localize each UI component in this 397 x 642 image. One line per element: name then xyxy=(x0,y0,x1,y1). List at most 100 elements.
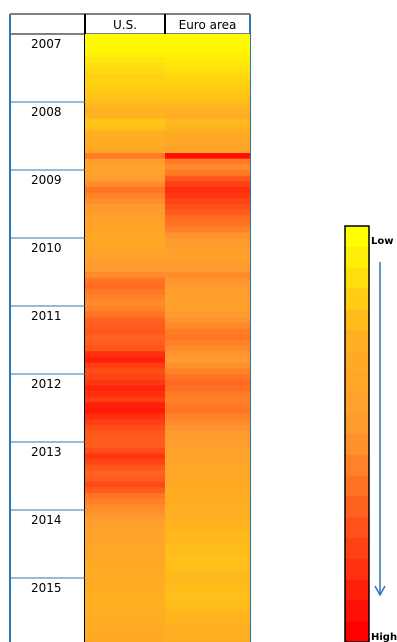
heatmap-cell xyxy=(85,215,165,222)
heatmap-cell xyxy=(165,442,250,449)
heatmap-cell xyxy=(165,453,250,460)
legend-swatch xyxy=(345,579,369,601)
year-label: 2014 xyxy=(31,513,62,527)
heatmap-cell xyxy=(165,385,250,392)
heatmap-cell xyxy=(85,170,165,177)
legend-swatch xyxy=(345,330,369,352)
heatmap-cell xyxy=(85,391,165,398)
heatmap-cell xyxy=(165,328,250,335)
heatmap-cell xyxy=(85,538,165,545)
heatmap-cell xyxy=(165,362,250,369)
heatmap-cell xyxy=(85,192,165,199)
heatmap-cell xyxy=(165,323,250,330)
heatmap-cell xyxy=(165,266,250,273)
heatmap-cell xyxy=(165,459,250,466)
heatmap-cell xyxy=(165,583,250,590)
heatmap-cell xyxy=(85,606,165,613)
heatmap-cell xyxy=(85,374,165,381)
heatmap-cell xyxy=(165,612,250,619)
heatmap-cell xyxy=(85,493,165,500)
heatmap-cell xyxy=(165,504,250,511)
heatmap-cell xyxy=(85,130,165,137)
heatmap-cell xyxy=(85,249,165,256)
year-label: 2012 xyxy=(31,377,62,391)
legend-swatch xyxy=(345,434,369,456)
heatmap-cell xyxy=(165,436,250,443)
heatmap-cell xyxy=(85,96,165,103)
legend-swatch xyxy=(345,413,369,435)
heatmap-cell xyxy=(85,447,165,454)
legend-swatch xyxy=(345,371,369,393)
heatmap-cell xyxy=(165,153,250,160)
heatmap-cell xyxy=(85,453,165,460)
legend-swatch xyxy=(345,558,369,581)
heatmap-cell xyxy=(165,374,250,381)
heatmap-cell xyxy=(85,328,165,335)
heatmap-cell xyxy=(165,306,250,313)
heatmap-cell xyxy=(165,277,250,284)
heatmap-cell xyxy=(165,255,250,262)
heatmap-cell xyxy=(165,90,250,97)
heatmap-cell xyxy=(165,595,250,602)
legend-swatch xyxy=(345,475,369,497)
heatmap-cell xyxy=(165,232,250,239)
legend-swatch xyxy=(345,454,369,477)
heatmap-cell xyxy=(165,317,250,324)
heatmap-cell xyxy=(165,419,250,426)
heatmap-cell xyxy=(85,317,165,324)
heatmap-cell xyxy=(165,243,250,250)
heatmap-cell xyxy=(165,294,250,301)
heatmap-cell xyxy=(85,640,165,642)
heatmap-cell xyxy=(85,79,165,86)
heatmap-cell xyxy=(85,260,165,267)
heatmap-cell xyxy=(165,340,250,347)
heatmap-cell xyxy=(165,226,250,233)
column-header: Euro area xyxy=(179,18,237,32)
legend-swatch xyxy=(345,309,369,331)
heatmap-cell xyxy=(85,39,165,46)
heatmap-cell xyxy=(165,334,250,341)
heatmap-cell xyxy=(85,549,165,556)
heatmap-cells xyxy=(85,34,250,642)
heatmap-cell xyxy=(85,555,165,562)
heatmap-cell xyxy=(85,311,165,318)
heatmap-cell xyxy=(165,181,250,188)
heatmap-cell xyxy=(85,283,165,290)
heatmap-cell xyxy=(165,476,250,483)
heatmap-cell xyxy=(85,323,165,330)
heatmap-cell xyxy=(85,436,165,443)
heatmap-cell xyxy=(85,45,165,52)
heatmap-cell xyxy=(85,238,165,245)
heatmap-cell xyxy=(165,249,250,256)
heatmap-cell xyxy=(85,34,165,41)
heatmap-cell xyxy=(165,634,250,641)
heatmap-cell xyxy=(85,294,165,301)
heatmap-cell xyxy=(165,566,250,573)
heatmap-cell xyxy=(85,266,165,273)
heatmap-cell xyxy=(165,623,250,630)
heatmap-cell xyxy=(165,39,250,46)
heatmap-cell xyxy=(85,623,165,630)
legend-swatch xyxy=(345,267,369,289)
heatmap-cell xyxy=(165,345,250,352)
heatmap-cell xyxy=(85,73,165,80)
heatmap-cell xyxy=(165,617,250,624)
year-label: 2008 xyxy=(31,105,62,119)
legend-border xyxy=(344,225,370,642)
heatmap-cell xyxy=(85,119,165,126)
heatmap-cell xyxy=(85,385,165,392)
year-label: 2010 xyxy=(31,241,62,255)
heatmap-cell xyxy=(85,221,165,228)
heatmap-cell xyxy=(165,260,250,267)
heatmap-cell xyxy=(165,640,250,642)
heatmap-cell xyxy=(165,549,250,556)
heatmap-cell xyxy=(85,470,165,477)
heatmap-cell xyxy=(85,51,165,58)
heatmap-cell xyxy=(165,175,250,182)
year-label: 2013 xyxy=(31,445,62,459)
heatmap-cell xyxy=(165,96,250,103)
heatmap-cell xyxy=(165,51,250,58)
heatmap-cell xyxy=(85,306,165,313)
legend-swatch xyxy=(345,517,369,539)
heatmap-cell xyxy=(85,379,165,386)
